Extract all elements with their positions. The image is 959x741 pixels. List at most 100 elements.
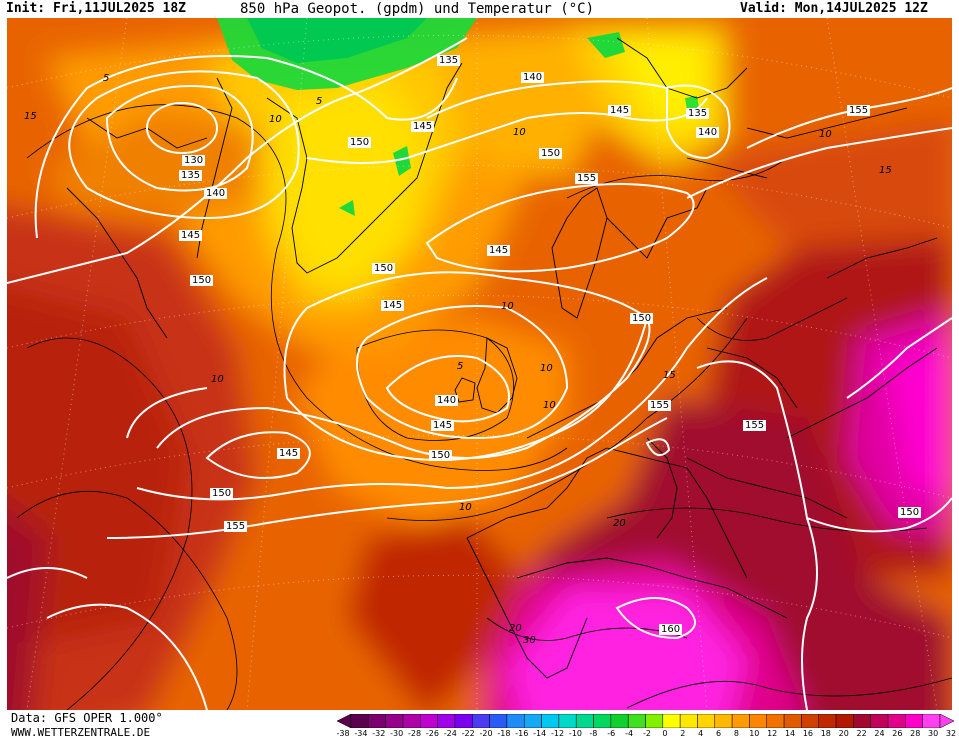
contour-label: 150 — [210, 488, 234, 499]
weather-map: 130 135 140 145 150 135 145 150 140 145 … — [7, 18, 952, 710]
contour-label: 145 — [431, 420, 455, 431]
color-scale-segment — [801, 713, 819, 729]
color-scale-segment — [437, 713, 456, 729]
map-canvas — [7, 18, 952, 710]
color-scale-segment — [472, 713, 490, 729]
contour-label: 150 — [429, 450, 453, 461]
contour-label: 145 — [179, 230, 203, 241]
color-scale-label: 4 — [698, 729, 704, 738]
color-scale-segment — [336, 713, 352, 729]
contour-label: 145 — [608, 105, 632, 116]
color-scale-label: -24 — [443, 729, 457, 738]
contour-label: 135 — [437, 55, 461, 66]
color-scale-segment — [420, 713, 438, 729]
isotherm-label: 10 — [513, 127, 526, 138]
color-scale-segment — [523, 713, 542, 729]
color-scale-label: -18 — [497, 729, 511, 738]
contour-label: 135 — [179, 170, 203, 181]
color-scale-label: -16 — [515, 729, 529, 738]
color-scale-segment — [679, 713, 698, 729]
graticule — [7, 18, 952, 710]
color-scale-segment — [714, 713, 733, 729]
color-scale-label: 28 — [910, 729, 921, 738]
isotherm-label: 15 — [24, 111, 37, 122]
contour-label: 150 — [372, 263, 396, 274]
isotherm-label: 10 — [459, 502, 472, 513]
color-scale-label: 22 — [856, 729, 867, 738]
color-scale-segment — [610, 713, 629, 729]
contour-label: 155 — [648, 400, 672, 411]
contour-label: 155 — [743, 420, 767, 431]
contour-label: 160 — [659, 624, 683, 635]
color-scale-label: 20 — [838, 729, 849, 738]
color-scale-segment — [922, 713, 941, 729]
color-scale-segment — [766, 713, 785, 729]
contour-label: 145 — [381, 300, 405, 311]
isotherm-label: 10 — [211, 374, 224, 385]
color-scale-label: 8 — [733, 729, 739, 738]
color-scale-segment — [575, 713, 594, 729]
isotherm-label: 10 — [501, 301, 514, 312]
color-scale-segment — [853, 713, 871, 729]
greenland-cold-area — [217, 18, 699, 216]
isotherm-label: 5 — [457, 361, 464, 372]
color-scale-segment — [454, 713, 473, 729]
isotherm-label: 15 — [879, 165, 892, 176]
isotherm-label: 10 — [540, 363, 553, 374]
color-scale-segment — [731, 713, 750, 729]
color-scale-label: -38 — [336, 729, 350, 738]
isotherm-label: 5 — [316, 96, 323, 107]
isotherm-label: 5 — [103, 73, 110, 84]
color-scale-label: 18 — [820, 729, 831, 738]
color-scale-segment — [350, 713, 369, 729]
contour-label: 155 — [224, 521, 248, 532]
contour-label: 145 — [411, 121, 435, 132]
color-scale-label: -28 — [407, 729, 422, 738]
color-scale-label: 10 — [749, 729, 760, 738]
color-scale-segment — [783, 713, 802, 729]
contour-label: 145 — [277, 448, 301, 459]
color-scale-label: -20 — [479, 729, 493, 738]
color-scale-segment — [749, 713, 768, 729]
color-scale-label: 32 — [945, 729, 957, 738]
contour-label: 145 — [487, 245, 511, 256]
website-label: WWW.WETTERZENTRALE.DE — [11, 726, 151, 739]
color-scale-bar — [336, 713, 955, 729]
color-scale-segment — [489, 713, 508, 729]
data-source: Data: GFS OPER 1.000° — [11, 711, 163, 725]
isotherm-label: 10 — [269, 114, 282, 125]
color-scale-label: -34 — [354, 729, 368, 738]
color-scale-segment — [645, 713, 664, 729]
color-scale-label: -14 — [533, 729, 547, 738]
color-scale-label: -32 — [372, 729, 386, 738]
contour-label: 155 — [575, 173, 599, 184]
contour-label: 140 — [435, 395, 459, 406]
contour-label: 150 — [348, 137, 372, 148]
color-scale-label: 6 — [715, 729, 722, 738]
isotherm-label: 10 — [819, 129, 832, 140]
color-scale-segment — [939, 713, 955, 729]
isotherm-label: 30 — [523, 635, 536, 646]
color-scale-segment — [662, 713, 681, 729]
map-title: 850 hPa Geopot. (gpdm) und Temperatur (°… — [240, 1, 595, 17]
color-scale-label: 12 — [767, 729, 778, 738]
color-scale-label: 14 — [784, 729, 796, 738]
color-scale-segment — [558, 713, 577, 729]
contour-label: 155 — [847, 105, 871, 116]
isotherm-label: 20 — [509, 623, 522, 634]
color-scale-segment — [368, 713, 386, 729]
contour-label: 150 — [539, 148, 563, 159]
contour-label: 140 — [696, 127, 720, 138]
color-scale-label: -22 — [461, 729, 475, 738]
color-scale-label: 2 — [680, 729, 686, 738]
color-scale-segment — [506, 713, 525, 729]
contour-label: 140 — [204, 188, 228, 199]
color-scale-label: -8 — [589, 729, 598, 738]
color-scale-label: -2 — [643, 729, 651, 738]
contour-label: 150 — [630, 313, 654, 324]
color-scale-segment — [870, 713, 889, 729]
header-bar: Init: Fri,11JUL2025 18Z 850 hPa Geopot. … — [0, 0, 959, 18]
color-scale-label: -10 — [568, 729, 583, 738]
color-scale-label: -26 — [425, 729, 439, 738]
contour-label: 150 — [190, 275, 214, 286]
